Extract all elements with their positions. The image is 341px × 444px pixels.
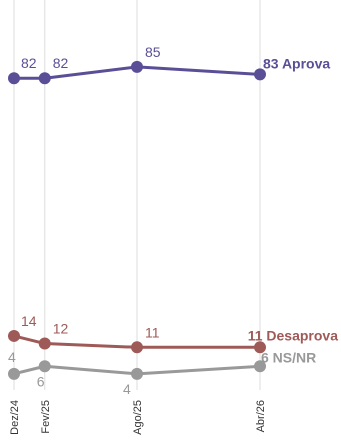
point-desaprova-3 — [254, 341, 266, 354]
point-desaprova-1 — [38, 337, 51, 350]
point-nsnr-1 — [38, 360, 51, 373]
point-desaprova-0 — [8, 329, 20, 342]
x-tick-abr-26: Abr/26 — [255, 400, 267, 432]
point-nsnr-3 — [254, 360, 266, 373]
end-label-desaprova: 11 Desaprova — [248, 327, 338, 343]
point-nsnr-2 — [131, 367, 143, 380]
point-nsnr-0 — [8, 367, 20, 380]
end-label-aprova: 83 Aprova — [263, 55, 330, 71]
value-label-nsnr-1: 6 — [37, 373, 45, 389]
x-tick-dez-24: Dez/24 — [9, 400, 21, 435]
point-desaprova-2 — [131, 341, 143, 354]
value-label-aprova-1: 82 — [53, 55, 69, 71]
value-label-desaprova-0: 14 — [21, 313, 37, 329]
grid — [13, 0, 261, 390]
labels-layer: 82 82 85 83 Aprova 14 12 11 11 Desaprova 4 6 4 6 NS… — [8, 44, 338, 397]
point-aprova-3 — [254, 68, 266, 81]
x-tick-fev-25: Fev/25 — [40, 400, 52, 434]
series-line-aprova — [14, 65, 261, 80]
point-aprova-0 — [8, 72, 20, 85]
value-label-nsnr-0: 4 — [8, 349, 16, 365]
x-axis-ticks: Dez/24 Fev/25 Ago/25 Abr/26 — [9, 400, 267, 435]
value-label-nsnr-2: 4 — [123, 381, 131, 397]
value-label-aprova-2: 85 — [145, 44, 161, 60]
value-label-aprova-0: 82 — [21, 55, 37, 71]
series-line-desaprova — [13, 334, 260, 349]
end-label-nsnr: 6 NS/NR — [261, 349, 316, 365]
value-label-desaprova-2: 11 — [145, 324, 160, 340]
series-layer — [8, 60, 266, 380]
series-line-nsnr — [13, 364, 261, 376]
value-label-desaprova-1: 12 — [53, 321, 69, 337]
point-aprova-1 — [38, 72, 51, 85]
x-tick-ago-25: Ago/25 — [132, 400, 144, 435]
point-aprova-2 — [131, 60, 143, 73]
